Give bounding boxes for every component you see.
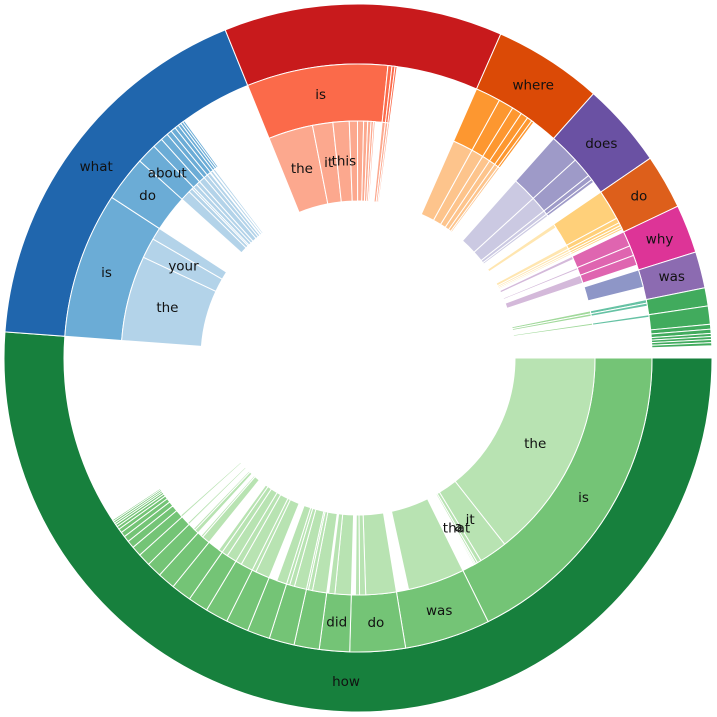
sunburst-segment-how-did-label: did xyxy=(326,615,347,631)
sunburst-segment-does-w4-a xyxy=(482,213,549,265)
sunburst-segment-what-is-s1 xyxy=(152,227,228,280)
sunburst-segment-how-do-label: do xyxy=(367,615,384,631)
sunburst-segment-when-w4-a xyxy=(377,122,391,203)
sunburst-segment-how-w12-b xyxy=(200,474,256,538)
sunburst-segment-do-label: do xyxy=(630,189,647,205)
sunburst-segment-how-is-the-label: the xyxy=(524,436,546,452)
sunburst-segment-do-w5-a xyxy=(498,252,572,291)
sunburst-segment-when-is-f xyxy=(367,120,376,202)
sunburst-segment-what-is-your-label: your xyxy=(168,259,199,275)
sunburst-segment-what-label: what xyxy=(80,159,113,175)
sunburst-segment-m8 xyxy=(651,342,713,349)
sunburst-segment-does-label: does xyxy=(585,136,617,152)
sunburst-segment-when-is-label: is xyxy=(315,87,326,103)
sunburst-segment-why-w2-a xyxy=(502,267,579,301)
sunburst-segment-when-is-the-label: the xyxy=(291,161,313,177)
sunburst-segment-how-do-s2 xyxy=(354,514,361,596)
sunburst-segment-how-label: how xyxy=(332,674,360,690)
sunburst-segment-was-label: was xyxy=(659,269,685,285)
sunburst-segment-how-w14-a xyxy=(187,466,247,526)
sunburst-segment-how-w13-b xyxy=(192,470,251,531)
sunburst-segment-how-is-s4 xyxy=(432,494,474,567)
sunburst-segment-what-w9-a xyxy=(212,168,264,235)
sunburst-segment-how-is-label: is xyxy=(578,490,589,506)
sunburst-segment-how-do-you xyxy=(362,512,398,596)
sunburst-segment-how-w24 xyxy=(111,487,162,522)
sunburst-segment-why-label: why xyxy=(646,232,674,248)
sunburst-rings xyxy=(3,3,713,713)
sunburst-segment-when-is-this-label: this xyxy=(332,154,357,170)
sunburst-segment-how-w7-a xyxy=(276,504,312,585)
sunburst-segment-m2-w1 xyxy=(591,314,650,326)
sunburst-segment-what-w7-a xyxy=(206,172,261,238)
sunburst-segment-how-was-the xyxy=(390,498,464,591)
sunburst-segment-why-w1-a xyxy=(499,255,575,294)
sunburst-segment-how-w15-a xyxy=(180,461,243,518)
sunburst-segment-was-w1 xyxy=(583,269,644,302)
sunburst-segment-how-is-a-label: a xyxy=(455,519,463,535)
sunburst-segment-what-is-the-label: the xyxy=(156,300,178,316)
sunburst-segment-how-did-s2 xyxy=(328,513,344,595)
sunburst-segment-what-is-label: is xyxy=(101,265,112,281)
sunburst-segment-how-is-that-label: that xyxy=(443,521,470,537)
sunburst-segment-why-w3-a xyxy=(504,274,584,310)
sunburst-segment-how-was-label: was xyxy=(426,603,452,619)
sunburst-segment-how-is-it-label: it xyxy=(466,512,475,528)
sunburst-segment-what-w8-a xyxy=(209,170,263,236)
sunburst-segment-m2-w1-a xyxy=(512,322,594,337)
sunburst-segment-do-w1-a xyxy=(486,223,557,273)
sunburst-segment-where-w6-a xyxy=(450,166,501,233)
sunburst-segment-what-about-label: about xyxy=(148,165,187,181)
sunburst-segment-m1-w2-a xyxy=(511,313,592,331)
sunburst-segment-when-is-it-label: it xyxy=(324,155,333,171)
sunburst-segment-how-w11-a xyxy=(218,484,269,553)
sunburst-segment-where-label: where xyxy=(512,78,553,94)
sunburst-segment-what-w11 xyxy=(182,119,219,169)
sunburst-segment-what-do-label: do xyxy=(139,188,156,204)
sunburst-labels: howistheitathatwasdodidwhatistheyourdoab… xyxy=(80,78,685,690)
